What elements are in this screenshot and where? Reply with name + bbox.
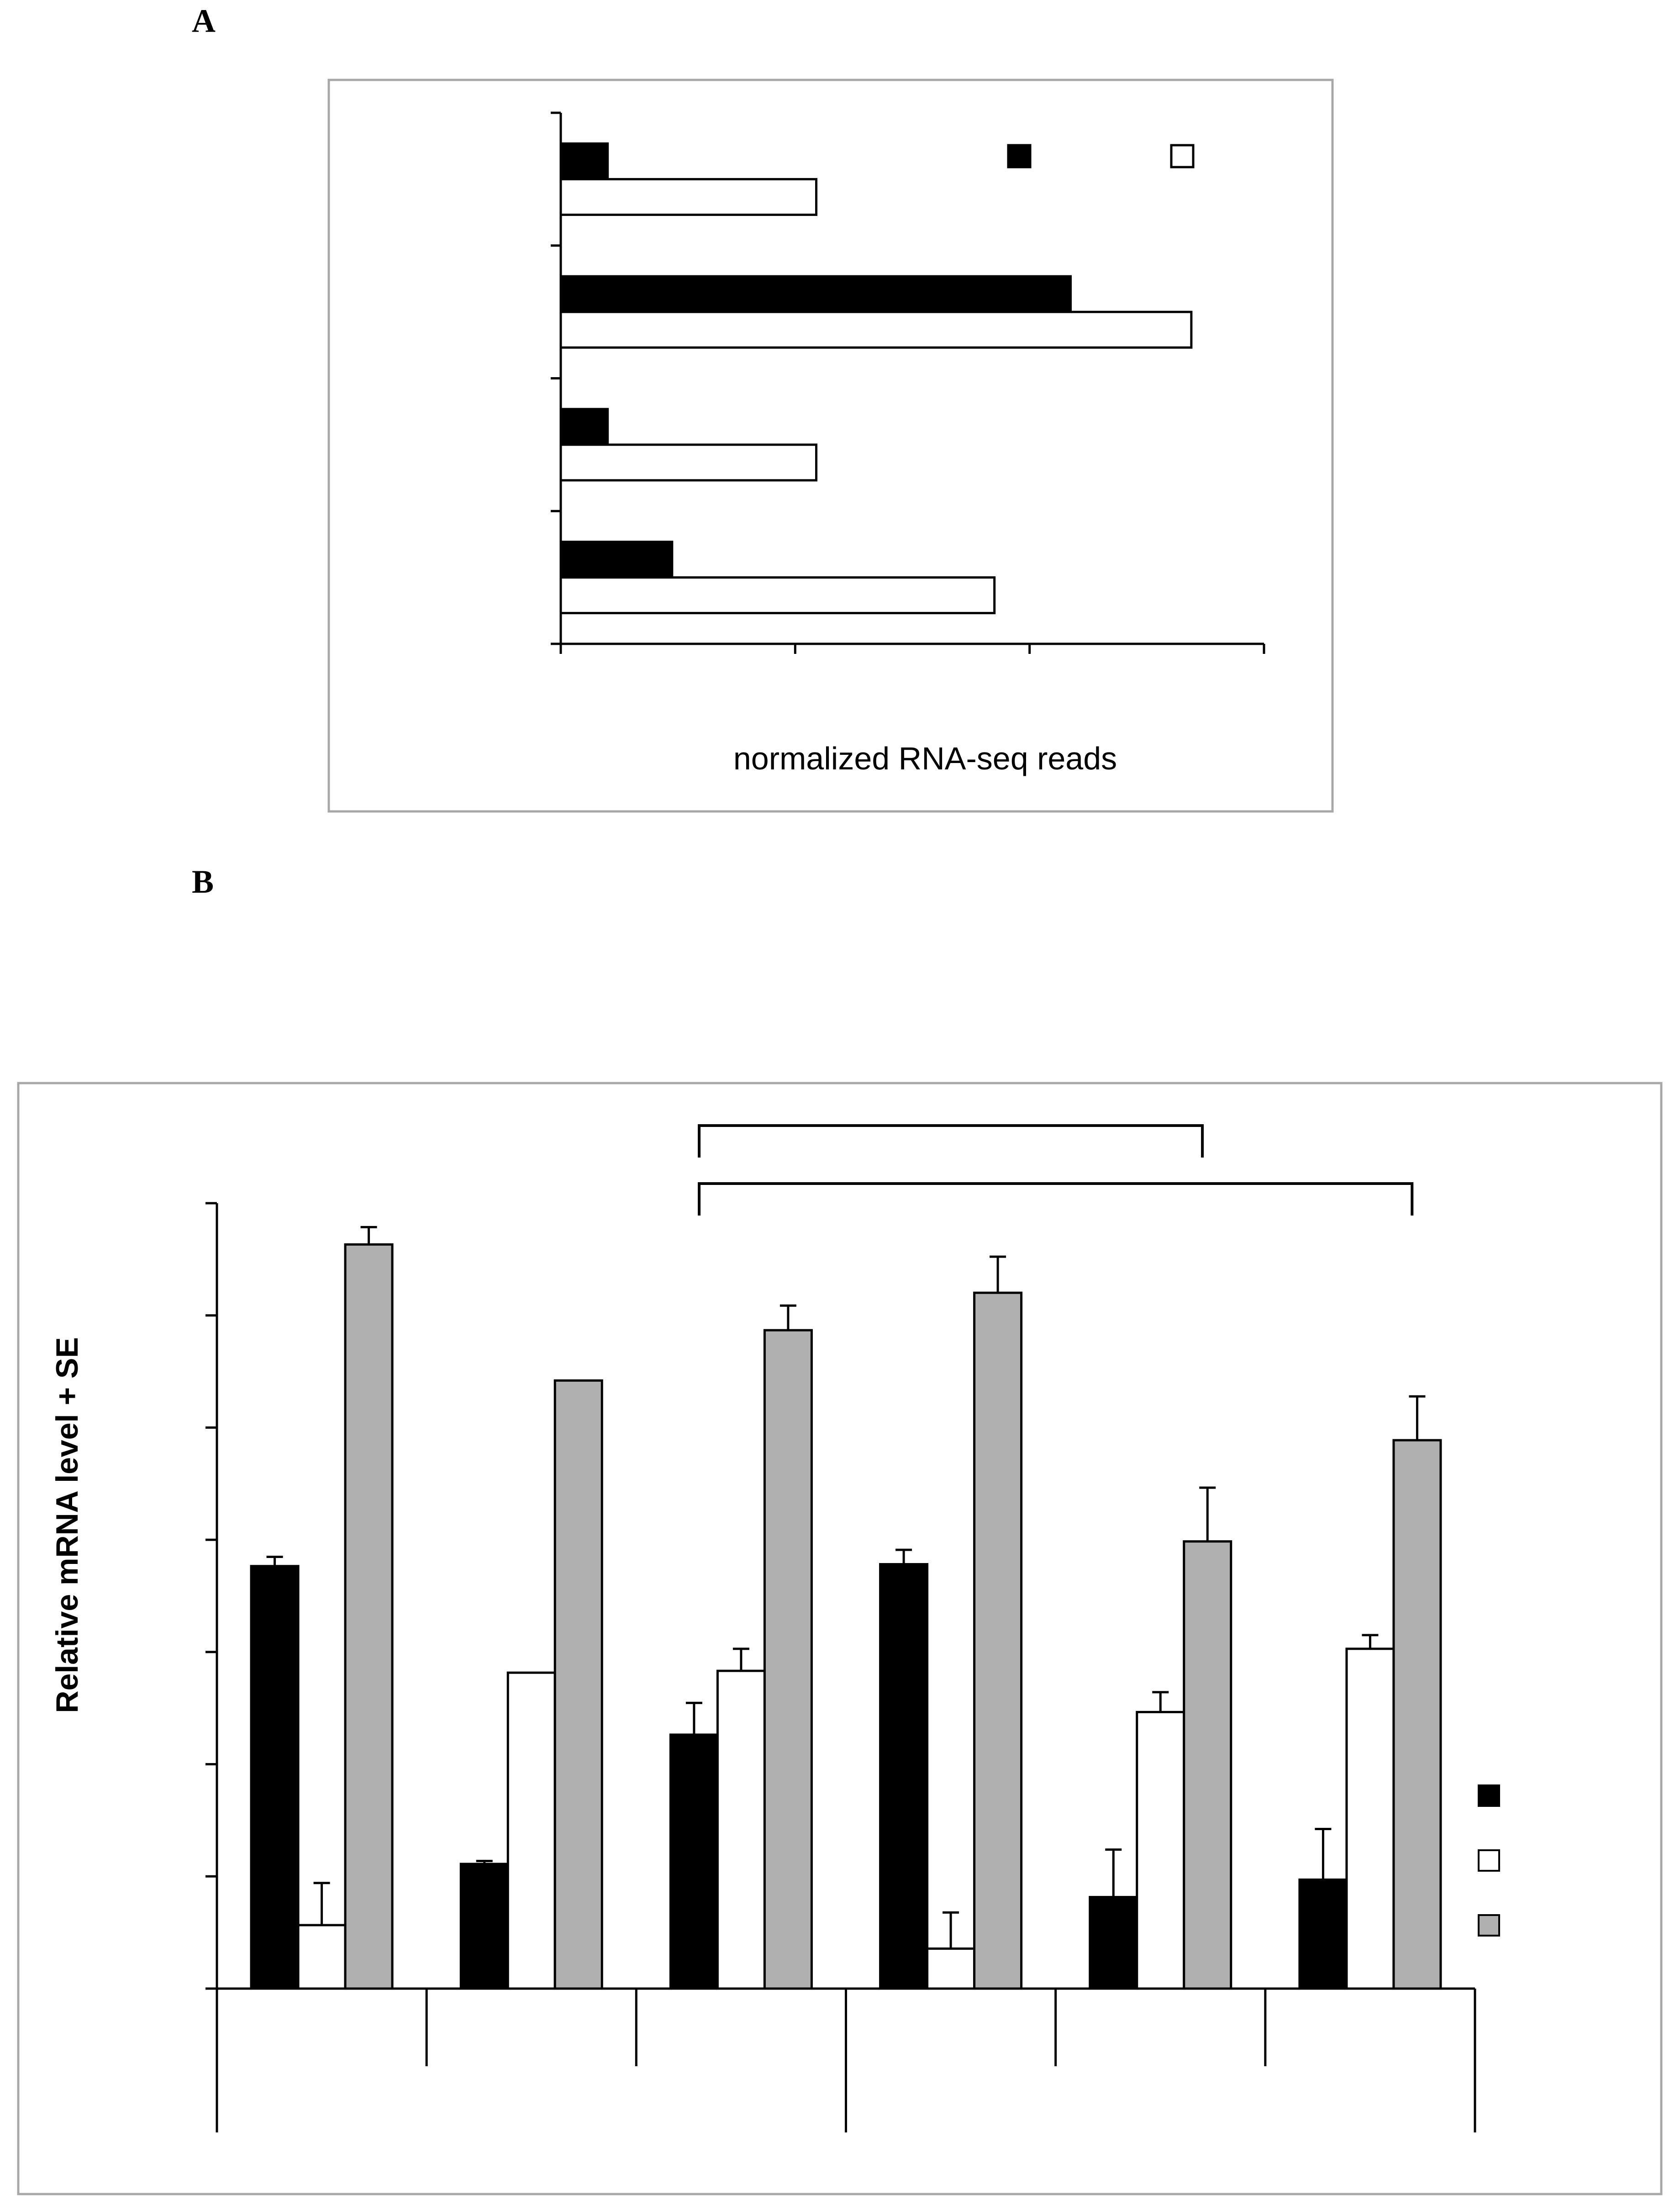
- b-bar-mpr-3: [973, 1291, 1023, 1990]
- chart-b-frame: [17, 1082, 1663, 2195]
- b-bar-gnrhr-4: [1089, 1896, 1138, 1990]
- a-bar-pvtl-0: [559, 178, 818, 216]
- b-legend-swatch-gnrhr: [1478, 1784, 1500, 1807]
- chart-b-ylabel: Relative mRNA level + SE: [50, 1337, 84, 1713]
- chart-a-frame: [327, 79, 1334, 813]
- chart-a-xlabel: normalized RNA-seq reads: [733, 741, 1117, 776]
- b-bar-mpr-2: [763, 1329, 813, 1990]
- b-bar-gpcr-0: [297, 1924, 347, 1990]
- b-legend-swatch-mpr: [1478, 1914, 1500, 1937]
- a-bar-hvtl-3: [559, 541, 674, 579]
- a-bar-pvtl-1: [559, 311, 1193, 349]
- b-significance-bracket: [698, 1124, 1204, 1158]
- b-bar-gpcr-5: [1345, 1647, 1395, 1990]
- b-bar-gnrhr-1: [459, 1863, 509, 1990]
- b-bar-gpcr-3: [926, 1947, 976, 1990]
- panel-a-label: A: [192, 3, 216, 39]
- a-bar-hvtl-2: [559, 408, 609, 446]
- a-legend-swatch-hvtl: [1007, 144, 1032, 168]
- b-bar-gpcr-2: [716, 1669, 766, 1990]
- b-bar-gpcr-4: [1136, 1711, 1185, 1990]
- a-bar-pvtl-3: [559, 576, 996, 615]
- b-bar-mpr-0: [344, 1243, 394, 1990]
- b-bar-gnrhr-2: [669, 1733, 719, 1990]
- b-bar-mpr-5: [1392, 1439, 1442, 1990]
- b-bar-gnrhr-5: [1298, 1878, 1348, 1990]
- b-bar-mpr-1: [553, 1379, 603, 1990]
- a-bar-hvtl-1: [559, 275, 1072, 313]
- chart-a: normalized RNA-seq reads: [327, 79, 1334, 813]
- a-bar-hvtl-0: [559, 142, 609, 180]
- b-bar-mpr-4: [1183, 1540, 1232, 1990]
- a-legend-swatch-pvtl: [1170, 144, 1195, 168]
- a-bar-pvtl-2: [559, 443, 818, 482]
- b-bar-gpcr-1: [506, 1671, 556, 1990]
- b-significance-bracket: [698, 1182, 1414, 1216]
- b-legend-swatch-gpcr: [1478, 1849, 1500, 1872]
- b-bar-gnrhr-0: [250, 1565, 300, 1990]
- panel-b-label: B: [192, 863, 214, 900]
- b-bar-gnrhr-3: [879, 1563, 929, 1990]
